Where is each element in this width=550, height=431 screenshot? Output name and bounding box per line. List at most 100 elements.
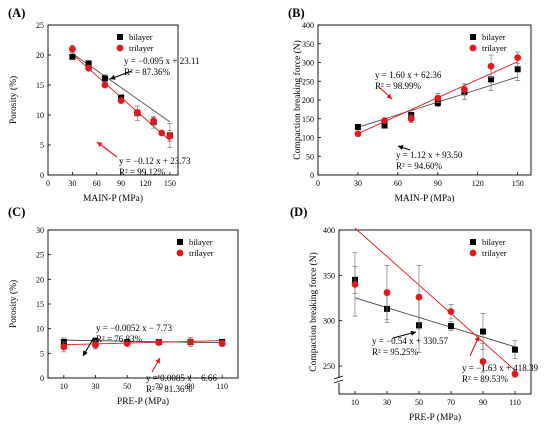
x-tick-label: 70 <box>155 382 163 391</box>
x-tick-label: 0 <box>316 179 320 188</box>
data-point-trilayer <box>158 129 166 137</box>
data-point-trilayer <box>461 86 468 93</box>
data-point-bilayer <box>488 76 495 83</box>
data-point-bilayer <box>448 323 454 330</box>
data-point-trilayer <box>68 45 76 53</box>
data-point-trilayer <box>487 62 495 70</box>
data-point-trilayer <box>92 341 99 349</box>
y-tick-label: 300 <box>323 317 335 326</box>
x-tick-label: 50 <box>415 398 423 407</box>
plot-frame <box>47 24 179 176</box>
y-tick-label: 150 <box>302 115 314 124</box>
x-tick-label: 120 <box>140 179 152 188</box>
data-point-trilayer <box>133 109 141 116</box>
legend-marker-bilayer <box>177 239 183 245</box>
fit-equation: y = −1.63 x + 418.39 <box>462 363 538 373</box>
data-point-trilayer <box>117 97 125 104</box>
plot-frame <box>338 229 532 395</box>
data-point-bilayer <box>434 100 441 106</box>
y-tick-label: 20 <box>36 275 44 284</box>
y-tick-label: 250 <box>323 362 335 371</box>
data-point-bilayer <box>101 75 108 82</box>
y-tick-label: 300 <box>302 59 314 68</box>
y-tick-label: 5 <box>40 349 44 358</box>
legend-marker-trilayer <box>469 249 477 257</box>
x-axis-label: PRE-P (MPa) <box>409 412 461 423</box>
data-point-bilayer <box>85 60 92 67</box>
fit-line-trilayer <box>354 227 516 371</box>
legend-marker-bilayer <box>470 34 476 40</box>
data-point-trilayer <box>150 117 158 125</box>
annotation-arrowhead <box>474 336 480 342</box>
y-tick-label: 10 <box>36 111 44 120</box>
legend-marker-trilayer <box>176 249 184 257</box>
fit-line-bilayer <box>63 339 223 344</box>
y-tick-label: 0 <box>40 171 44 180</box>
r-squared: R² = 81.36% <box>146 384 193 394</box>
legend-label-trilayer: trilayer <box>482 248 507 258</box>
r-squared: R² = 89.53% <box>462 374 509 384</box>
legend-marker-bilayer <box>117 34 123 40</box>
x-tick-label: 50 <box>123 382 131 391</box>
data-point-bilayer <box>354 124 361 130</box>
y-tick-label: 50 <box>306 152 314 161</box>
data-point-trilayer <box>85 64 93 72</box>
chart-panel-b: (B) 0 30 60 90 120 150 0 50 100 150 200 250 300 350 400… <box>288 6 532 204</box>
chart-panel-a: (A) 0 30 60 90 120 150 0 5 10 15 20 25 MAIN-P (MPa) Po… <box>8 6 200 204</box>
x-tick-label: 90 <box>434 179 442 188</box>
x-tick-label: 0 <box>46 179 50 188</box>
fit-equation: y = 1.12 x + 93.50 <box>396 150 463 160</box>
data-point-bilayer <box>381 122 388 129</box>
r-squared: R² = 99.12% <box>119 167 166 177</box>
annotation-arrowhead <box>97 142 103 148</box>
r-squared: R² = 76.83% <box>96 334 143 344</box>
y-tick-label: 200 <box>302 96 314 105</box>
x-tick-label: 150 <box>512 179 524 188</box>
x-axis-label: PRE-P (MPa) <box>117 396 169 407</box>
y-tick-label: 350 <box>302 40 314 49</box>
data-point-trilayer <box>60 343 68 351</box>
data-point-trilayer <box>354 130 362 138</box>
data-point-trilayer <box>447 308 455 315</box>
x-tick-label: 70 <box>447 398 455 407</box>
data-point-trilayer <box>187 338 194 346</box>
data-point-trilayer <box>383 289 391 296</box>
chart-panel-c: (C) 10 30 50 70 90 110 0 5 10 15 20 25 30 PRE-P (MPa) P… <box>8 205 239 407</box>
y-axis-label: Compaction breaking force (N) <box>292 40 303 160</box>
r-squared: R² = 94.60% <box>396 161 443 171</box>
x-tick-label: 90 <box>187 382 195 391</box>
x-tick-label: 150 <box>164 179 176 188</box>
x-tick-label: 90 <box>479 398 487 407</box>
fit-line-bilayer <box>354 297 516 348</box>
data-point-trilayer <box>381 117 388 125</box>
y-axis-label: Compaction breaking force (N) <box>308 252 319 372</box>
legend-label-bilayer: bilayer <box>482 237 506 247</box>
y-tick-label: 15 <box>36 81 44 90</box>
r-squared: R² = 95.25% <box>372 347 419 357</box>
annotation-arrowhead <box>386 93 392 99</box>
legend-label-bilayer: bilayer <box>129 32 153 42</box>
legend-label-trilayer: trilayer <box>189 248 214 258</box>
x-tick-label: 30 <box>354 179 362 188</box>
data-point-trilayer <box>434 94 442 102</box>
legend-label-bilayer: bilayer <box>189 237 213 247</box>
data-point-trilayer <box>514 54 522 62</box>
chart-panel-d: (D) 10 30 50 70 90 110 250 300 350 400 PRE-P (MPa) C… <box>290 205 538 423</box>
fit-equation: y = 0.0085 x − 6.66 <box>146 373 217 383</box>
data-point-trilayer <box>101 81 109 89</box>
annotation-arrowhead <box>410 330 416 336</box>
panel-label: (C) <box>8 205 25 219</box>
y-axis-label: Porosity (%) <box>8 280 19 328</box>
y-tick-label: 250 <box>302 77 314 86</box>
data-point-trilayer <box>511 370 519 378</box>
legend-label-trilayer: trilayer <box>129 43 154 53</box>
axis-break-gap <box>335 377 343 383</box>
y-tick-label: 25 <box>36 21 44 30</box>
data-point-trilayer <box>166 132 174 140</box>
x-tick-label: 60 <box>93 179 101 188</box>
fit-equation: y = −0.0052 x − 7.73 <box>96 323 172 333</box>
data-point-trilayer <box>407 115 415 123</box>
